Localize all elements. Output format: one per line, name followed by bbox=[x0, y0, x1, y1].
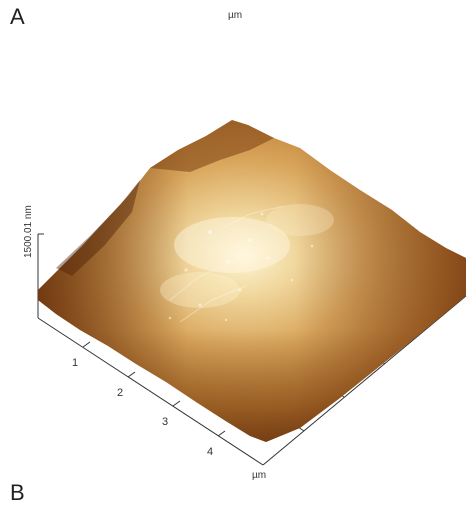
x-tick-label: 2 bbox=[117, 387, 123, 399]
surface bbox=[38, 120, 466, 442]
x-tick-label: 3 bbox=[162, 416, 168, 428]
x-tick-label: 1 bbox=[72, 357, 78, 369]
highlight-secondary bbox=[160, 272, 240, 308]
x-tick-label: 4 bbox=[207, 446, 213, 458]
highlight-right bbox=[266, 204, 334, 236]
surface-shade-bottom bbox=[38, 120, 466, 442]
